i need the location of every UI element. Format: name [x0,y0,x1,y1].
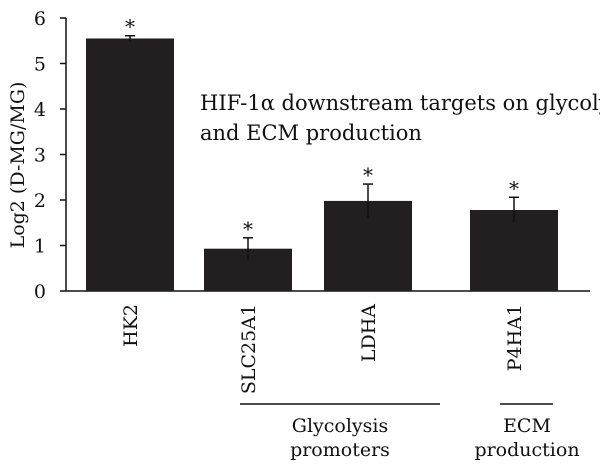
annotation-line-2: and ECM production [200,121,422,145]
group-label: promoters [290,439,390,461]
y-tick-label: 5 [34,54,46,76]
category-label: SLC25A1 [238,304,260,394]
significance-marker: * [125,15,135,39]
bar-p4ha1 [470,210,558,291]
y-tick-label: 6 [34,8,46,30]
group-label: production [474,439,579,461]
y-tick-label: 4 [34,99,46,121]
y-axis-title: Log2 (D-MG/MG) [7,82,29,249]
annotation-line-1: HIF-1α downstream targets on glycolysis [200,91,600,115]
significance-marker: * [509,176,519,200]
category-label: P4HA1 [504,304,526,371]
category-labels: HK2 SLC25A1 LDHA P4HA1 [120,304,526,394]
group-label: ECM [503,415,551,437]
y-tick-label: 1 [34,236,46,258]
category-label: HK2 [120,304,142,347]
bars: * * * * [86,15,558,291]
y-ticks: 0 1 2 3 4 5 6 [34,8,66,303]
y-tick-label: 3 [34,145,46,167]
y-tick-label: 0 [34,281,46,303]
significance-marker: * [243,217,253,241]
group-label: Glycolysis [292,415,388,437]
y-tick-label: 2 [34,190,46,212]
category-label: LDHA [358,304,380,362]
bar-hk2 [86,38,174,291]
significance-marker: * [363,163,373,187]
